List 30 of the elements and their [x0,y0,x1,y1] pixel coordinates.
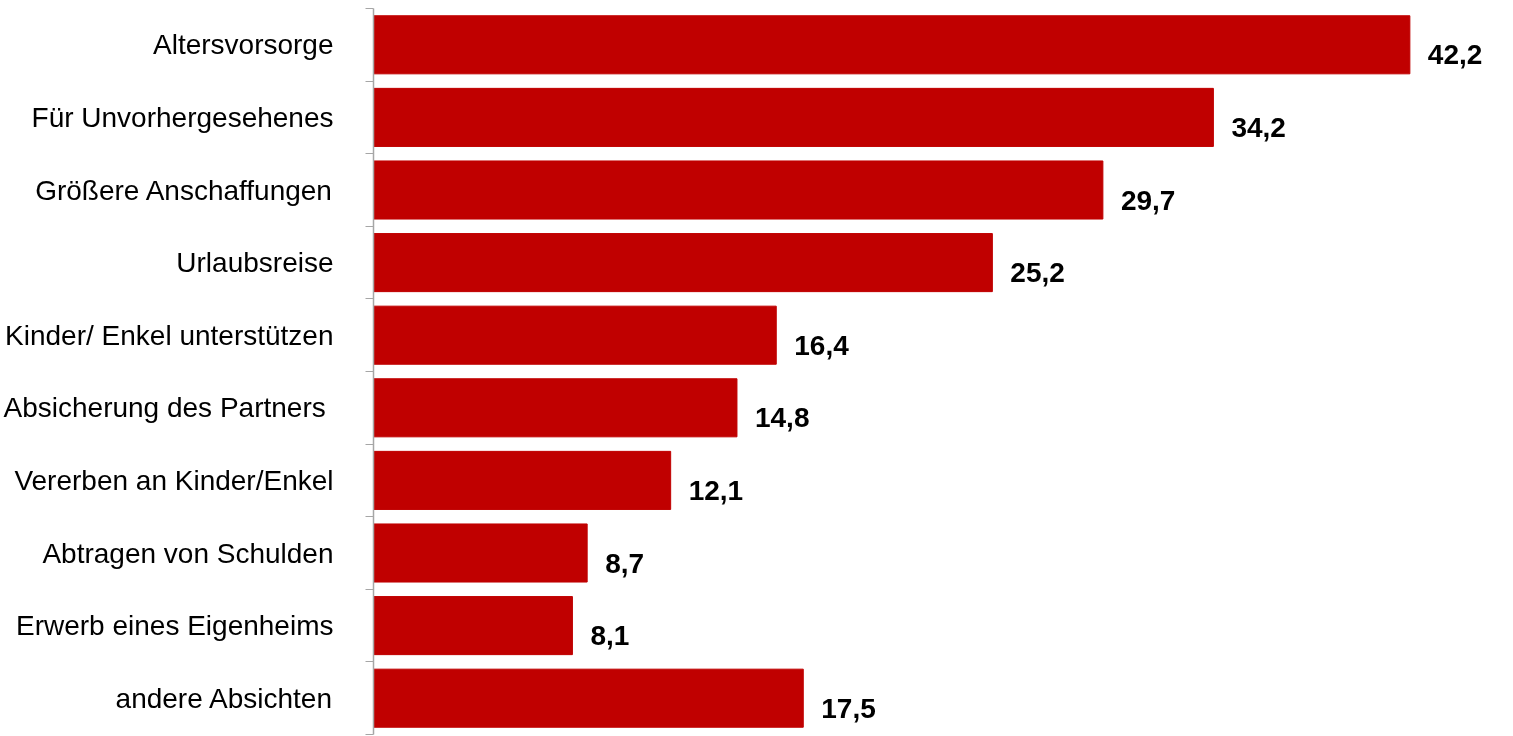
y-tick-label: Altersvorsorge [152,29,334,61]
bar [373,305,777,365]
y-tick-label: andere Absichten [115,682,332,714]
y-tick-label: Erwerb eines Eigenheims [16,610,334,642]
y-tick-label: Größere Anschaffungen [35,174,332,206]
bar [373,523,588,583]
y-tick-label: Kinder/ Enkel unterstützen [5,319,334,351]
data-label: 8,1 [590,620,630,652]
y-tick-label: Absicherung des Partners [3,392,326,424]
y-tick-label: Abtragen von Schulden [42,537,334,569]
data-label: 8,7 [605,547,645,579]
bar [373,668,804,728]
bar [373,378,738,438]
bar [373,596,573,656]
y-tick-label: Vererben an Kinder/Enkel [14,464,334,496]
bar [373,233,993,293]
data-label: 12,1 [688,474,744,506]
data-label: 16,4 [794,329,850,361]
bar [373,87,1214,147]
bar [373,160,1104,220]
y-tick-label: Urlaubsreise [176,247,334,279]
y-tick-label: Für Unvorhergesehenes [31,101,334,133]
data-label: 14,8 [754,402,810,434]
data-label: 42,2 [1427,39,1483,71]
data-label: 29,7 [1120,184,1176,216]
bar [373,15,1411,75]
data-label: 34,2 [1231,111,1286,143]
data-label: 25,2 [1010,257,1065,289]
bar [373,450,672,510]
data-label: 17,5 [821,692,876,724]
